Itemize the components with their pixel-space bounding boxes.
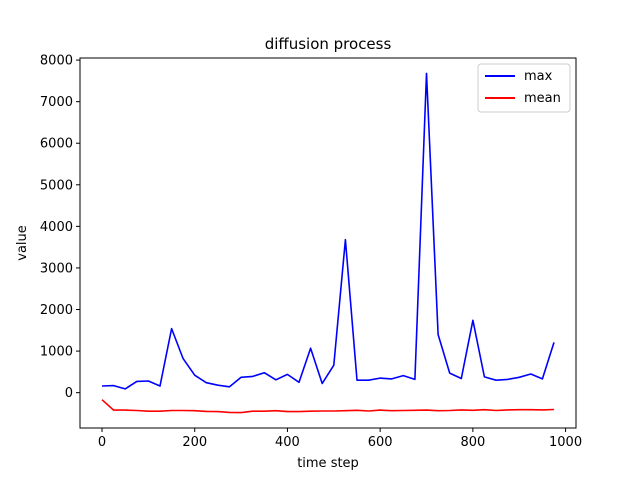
plot-area	[80, 58, 576, 428]
x-tick-label: 400	[275, 435, 300, 450]
y-tick-label: 4000	[40, 220, 73, 235]
x-axis-label: time step	[297, 456, 359, 471]
x-axis: 0 200 400 600 800 1000	[98, 428, 582, 450]
legend-label-max: max	[524, 69, 553, 84]
x-tick-label: 600	[368, 435, 393, 450]
y-tick-label: 2000	[40, 303, 73, 318]
legend-label-mean: mean	[524, 91, 561, 106]
series-layer	[101, 72, 555, 414]
x-tick-label: 0	[98, 435, 106, 450]
y-tick-label: 6000	[40, 137, 73, 152]
y-tick-label: 3000	[40, 261, 73, 276]
y-tick-label: 0	[65, 386, 73, 401]
series-line-max	[101, 72, 555, 390]
y-axis-label: value	[15, 225, 30, 261]
plot-border	[79, 57, 577, 429]
legend: max mean	[477, 63, 571, 113]
y-tick-label: 1000	[40, 345, 73, 360]
y-tick-label: 7000	[40, 95, 73, 110]
chart-title: diffusion process	[265, 35, 392, 53]
y-tick-label: 8000	[40, 54, 73, 69]
x-tick-label: 200	[182, 435, 207, 450]
y-tick-label: 5000	[40, 178, 73, 193]
y-axis: 0 1000 2000 3000 4000 5000 6000 7000 8000	[40, 54, 80, 401]
x-tick-label: 1000	[549, 435, 582, 450]
x-tick-label: 800	[460, 435, 485, 450]
series-line-mean	[101, 399, 555, 414]
